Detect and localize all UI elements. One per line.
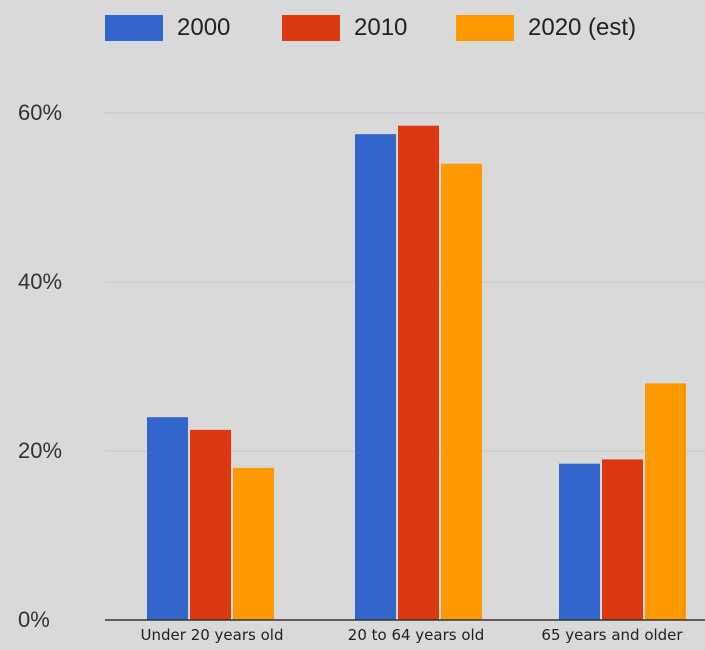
legend-label-2010: 2010 (354, 14, 408, 41)
legend-item-2010: 2010 (282, 8, 407, 48)
y-tick-label: 0% (18, 607, 50, 632)
legend-label-2000: 2000 (177, 14, 231, 41)
legend: 2000 2010 2020 (est) (0, 8, 705, 48)
legend-swatch-2000 (105, 15, 163, 41)
bar (147, 417, 188, 620)
x-category-label: 20 to 64 years old (347, 626, 485, 644)
legend-swatch-2020 (456, 15, 514, 41)
bar (441, 163, 482, 620)
y-tick-label: 20% (18, 438, 63, 463)
x-category-label: Under 20 years old (140, 626, 284, 644)
bar (233, 467, 274, 620)
bar (190, 429, 231, 620)
y-tick-label: 40% (18, 269, 63, 294)
y-tick-label: 60% (18, 100, 63, 125)
bar (602, 459, 643, 620)
legend-swatch-2010 (282, 15, 340, 41)
x-category-label: 65 years and older (541, 626, 683, 644)
legend-item-2020: 2020 (est) (456, 8, 636, 48)
legend-item-2000: 2000 (105, 8, 230, 48)
bar (645, 383, 686, 620)
bar (559, 463, 600, 620)
legend-label-2020: 2020 (est) (528, 14, 637, 41)
bar (398, 125, 439, 621)
bar (355, 134, 396, 620)
